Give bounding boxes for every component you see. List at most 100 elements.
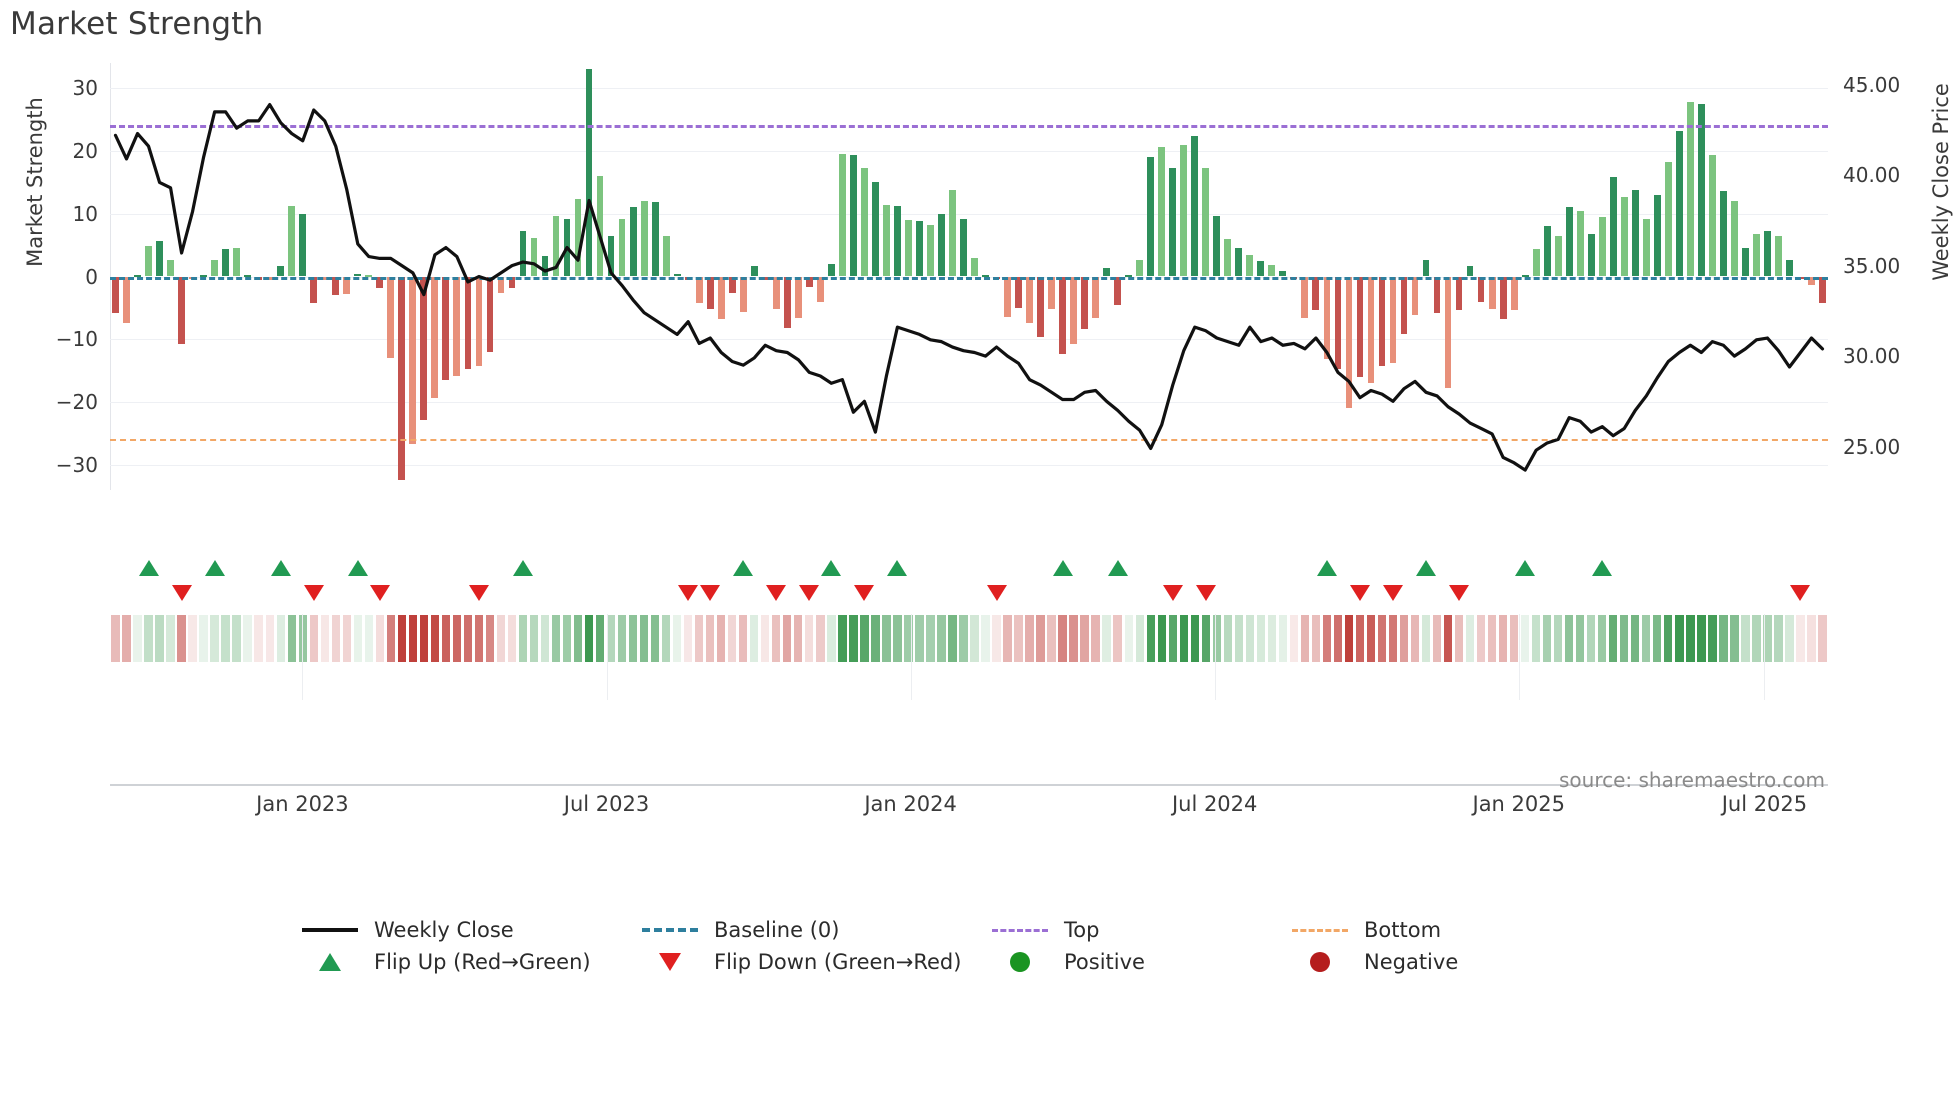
strength-bar: [299, 213, 307, 277]
x-tick-mark: [1214, 614, 1216, 700]
strength-bar: [1048, 276, 1055, 310]
heatmap-cell: [1179, 615, 1188, 662]
flip-up-marker: [1515, 560, 1536, 576]
strength-bar: [486, 276, 494, 352]
legend-label: Flip Up (Red→Green): [374, 950, 591, 974]
strength-bar: [145, 246, 152, 277]
strength-bar: [1092, 276, 1100, 318]
heatmap-cell: [1741, 615, 1750, 662]
legend-label: Positive: [1064, 950, 1145, 974]
strength-bar: [1455, 276, 1463, 311]
x-tick-label: Jul 2025: [1721, 792, 1808, 816]
legend-item-positive[interactable]: Positive: [990, 950, 1145, 974]
strength-bar: [211, 260, 219, 277]
y-tick-right: 25.00: [1843, 434, 1901, 459]
strength-bar: [1521, 274, 1529, 277]
strength-bar: [1103, 267, 1111, 277]
strength-bar: [905, 219, 912, 277]
strength-bar: [1323, 276, 1331, 360]
strength-bar: [1576, 211, 1584, 277]
heatmap-cell: [386, 615, 395, 662]
heatmap-cell: [1664, 615, 1673, 662]
y-tick-left: 20: [72, 138, 98, 163]
triangle-up-icon: [300, 951, 360, 973]
strength-bar: [1224, 238, 1232, 277]
heatmap-cell: [1752, 615, 1761, 662]
heatmap-cell: [915, 615, 924, 662]
heatmap-cell: [606, 615, 616, 662]
heatmap-cell: [463, 615, 473, 662]
flip-down-marker: [1449, 585, 1470, 601]
heatmap-cell: [1025, 615, 1034, 662]
flip-down-marker: [678, 585, 699, 601]
y-tick-right: 30.00: [1843, 344, 1901, 369]
gridline: [110, 464, 1828, 466]
flip-up-marker: [1052, 560, 1073, 576]
strength-bar: [574, 198, 582, 277]
strength-bar: [1279, 271, 1287, 277]
heatmap-cell: [970, 615, 979, 662]
strength-bar: [1389, 276, 1397, 364]
heatmap-cell: [419, 615, 429, 662]
x-tick-label: Jan 2024: [864, 792, 957, 816]
strength-bar: [1433, 276, 1441, 313]
strength-bar: [1334, 276, 1342, 370]
heatmap-cell: [1245, 615, 1254, 662]
strength-bar: [167, 260, 174, 277]
heatmap-cell: [1333, 615, 1343, 662]
legend-item-negative[interactable]: Negative: [1290, 950, 1458, 974]
legend-item-flip-down-green-red[interactable]: Flip Down (Green→Red): [640, 950, 961, 974]
strength-bar: [1764, 231, 1771, 277]
strength-bar: [233, 247, 241, 277]
strength-bar: [1753, 233, 1760, 277]
gridline: [110, 402, 1828, 404]
heatmap-cell: [1487, 615, 1497, 662]
strength-bar: [1059, 276, 1066, 355]
baseline-reference-line: [110, 276, 1828, 280]
legend-item-baseline-0[interactable]: Baseline (0): [640, 918, 839, 942]
x-tick-mark: [606, 614, 608, 700]
strength-bar: [387, 276, 395, 358]
strength-bar: [1378, 276, 1386, 366]
heatmap-cell: [639, 615, 649, 662]
strength-bar: [1367, 276, 1375, 384]
heatmap-cell: [672, 615, 682, 662]
heatmap-cell: [948, 615, 957, 662]
legend-item-flip-up-red-green[interactable]: Flip Up (Red→Green): [300, 950, 591, 974]
heatmap-cell: [838, 615, 847, 662]
strength-bar: [982, 274, 989, 277]
strength-bar: [860, 168, 868, 277]
strength-bar: [1180, 144, 1188, 277]
strength-bar: [1235, 247, 1243, 277]
heatmap-cell: [1047, 615, 1056, 662]
flip-markers-band: [110, 555, 1828, 610]
strength-bar: [1697, 104, 1705, 277]
heatmap-cell: [617, 615, 627, 662]
legend-item-bottom[interactable]: Bottom: [1290, 918, 1441, 942]
strength-bar: [1125, 275, 1133, 278]
strength-bar: [1070, 276, 1078, 345]
bottom-reference-line: [110, 438, 1828, 441]
strength-bar: [1466, 266, 1474, 277]
flip-down-marker: [1790, 585, 1811, 601]
strength-bar: [1169, 168, 1177, 277]
source-note: source: sharemaestro.com: [1559, 768, 1825, 792]
strength-bar: [1719, 191, 1727, 277]
heatmap-cell: [1190, 615, 1199, 662]
heatmap-cell: [1344, 615, 1354, 662]
strength-bar: [409, 276, 417, 444]
strength-bar: [1499, 276, 1507, 320]
legend-label: Negative: [1364, 950, 1459, 974]
heatmap-cell: [783, 615, 792, 662]
flip-up-marker: [138, 560, 159, 576]
heatmap-cell: [496, 615, 506, 662]
heatmap-cell: [342, 615, 351, 662]
legend-item-weekly-close[interactable]: Weekly Close: [300, 918, 514, 942]
heatmap-cell: [485, 615, 495, 662]
strength-bar: [1477, 276, 1485, 302]
strength-bar: [1675, 130, 1683, 277]
legend-item-top[interactable]: Top: [990, 918, 1099, 942]
heatmap-cell: [1146, 615, 1155, 662]
heatmap-cell: [452, 615, 462, 662]
strength-bar: [1631, 189, 1639, 277]
